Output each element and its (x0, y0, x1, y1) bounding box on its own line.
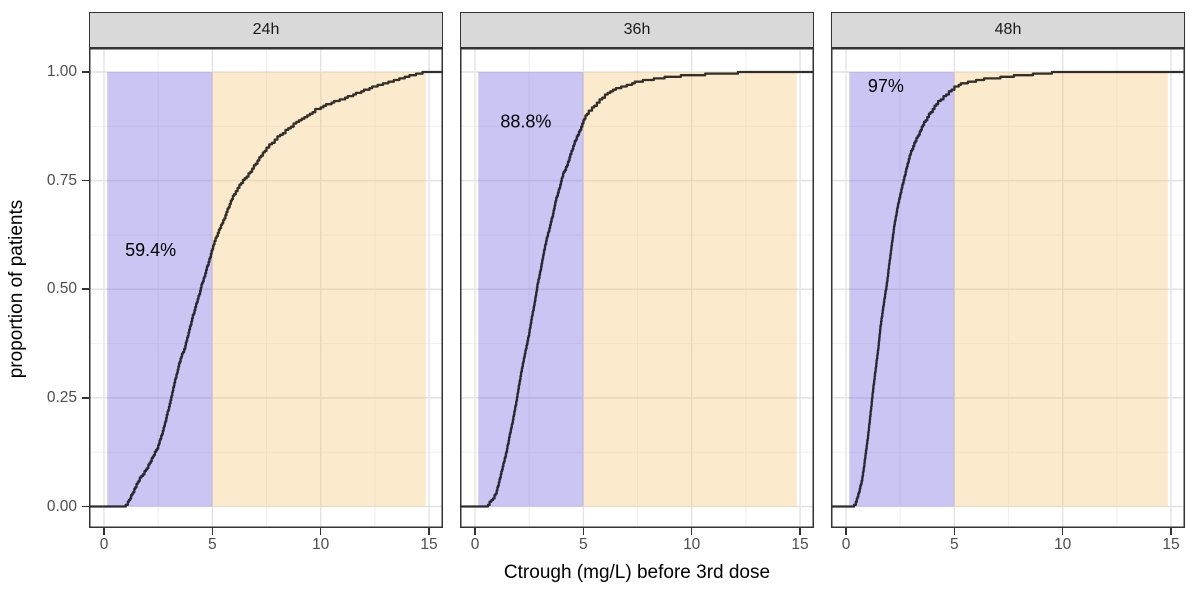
x-axis-tick-label: 10 (683, 536, 701, 553)
facet-strip-label: 48h (994, 21, 1022, 38)
facet-plot-svg: 59.4% (89, 48, 443, 528)
facet-strip-label: 24h (252, 21, 280, 38)
percent-annotation: 97% (868, 76, 904, 96)
facet-strip-label: 36h (623, 21, 651, 38)
x-axis-tick-label: 15 (1162, 536, 1180, 553)
y-axis-title: proportion of patients (6, 199, 27, 379)
facet-panel-48h: 97% (831, 48, 1185, 528)
facet-strip-48h: 48h (831, 12, 1185, 48)
y-axis-tick (82, 288, 89, 291)
x-axis-tick-label: 5 (950, 536, 959, 553)
x-axis-tick (474, 528, 476, 535)
x-axis-tick-label: 15 (420, 536, 438, 553)
x-axis-tick (582, 528, 585, 535)
x-axis-tick (845, 528, 847, 535)
ecdf-curve (89, 70, 443, 508)
facet-strip-24h: 24h (89, 12, 443, 48)
y-axis-tick-label: 0.50 (46, 280, 77, 298)
x-axis-tick (319, 528, 322, 535)
percent-annotation: 88.8% (500, 112, 551, 132)
x-axis-tick-label: 5 (579, 536, 588, 553)
x-axis-tick (1170, 528, 1172, 535)
x-axis-title: Ctrough (mg/L) before 3rd dose (503, 562, 771, 583)
above-5-band (212, 72, 426, 507)
y-axis-tick (82, 505, 89, 508)
facet-strip-36h: 36h (460, 12, 814, 48)
panel-border (89, 48, 443, 528)
y-axis-tick (82, 71, 89, 73)
x-axis-tick (211, 528, 214, 535)
x-axis-tick (428, 528, 430, 535)
x-axis-tick-label: 10 (1054, 536, 1072, 553)
x-axis-tick-label: 0 (470, 536, 480, 553)
ecdf-curve (831, 70, 1185, 508)
panel-border (831, 48, 1185, 528)
x-axis-tick (690, 528, 693, 535)
x-axis-tick-label: 15 (791, 536, 809, 553)
facet-panel-36h: 88.8% (460, 48, 814, 528)
above-5-band (954, 72, 1168, 507)
x-axis-tick-label: 0 (99, 536, 109, 553)
x-axis-tick-label: 0 (841, 536, 851, 553)
x-axis-tick (1061, 528, 1064, 535)
x-axis-tick-label: 5 (208, 536, 217, 553)
above-5-band (583, 72, 797, 507)
y-axis-tick (82, 179, 89, 182)
panel-border (460, 48, 814, 528)
below-5-band (849, 72, 955, 507)
facet-plot-svg: 88.8% (460, 48, 814, 528)
below-5-band (107, 72, 213, 507)
percent-annotation: 59.4% (125, 240, 176, 260)
y-axis-tick (82, 397, 89, 399)
facet-panel-24h: 59.4% (89, 48, 443, 528)
y-axis-tick-label: 0.25 (46, 388, 77, 406)
x-axis-tick (103, 528, 105, 535)
x-axis-tick-label: 10 (312, 536, 330, 553)
y-axis-tick-label: 1.00 (46, 63, 77, 80)
x-axis-tick (799, 528, 801, 535)
y-axis-tick-label: 0.75 (46, 171, 77, 189)
y-axis-tick-label: 0.00 (46, 497, 77, 515)
ecdf-curve (460, 70, 814, 508)
facet-plot-svg: 97% (831, 48, 1185, 528)
below-5-band (478, 72, 584, 507)
x-axis-tick (953, 528, 956, 535)
